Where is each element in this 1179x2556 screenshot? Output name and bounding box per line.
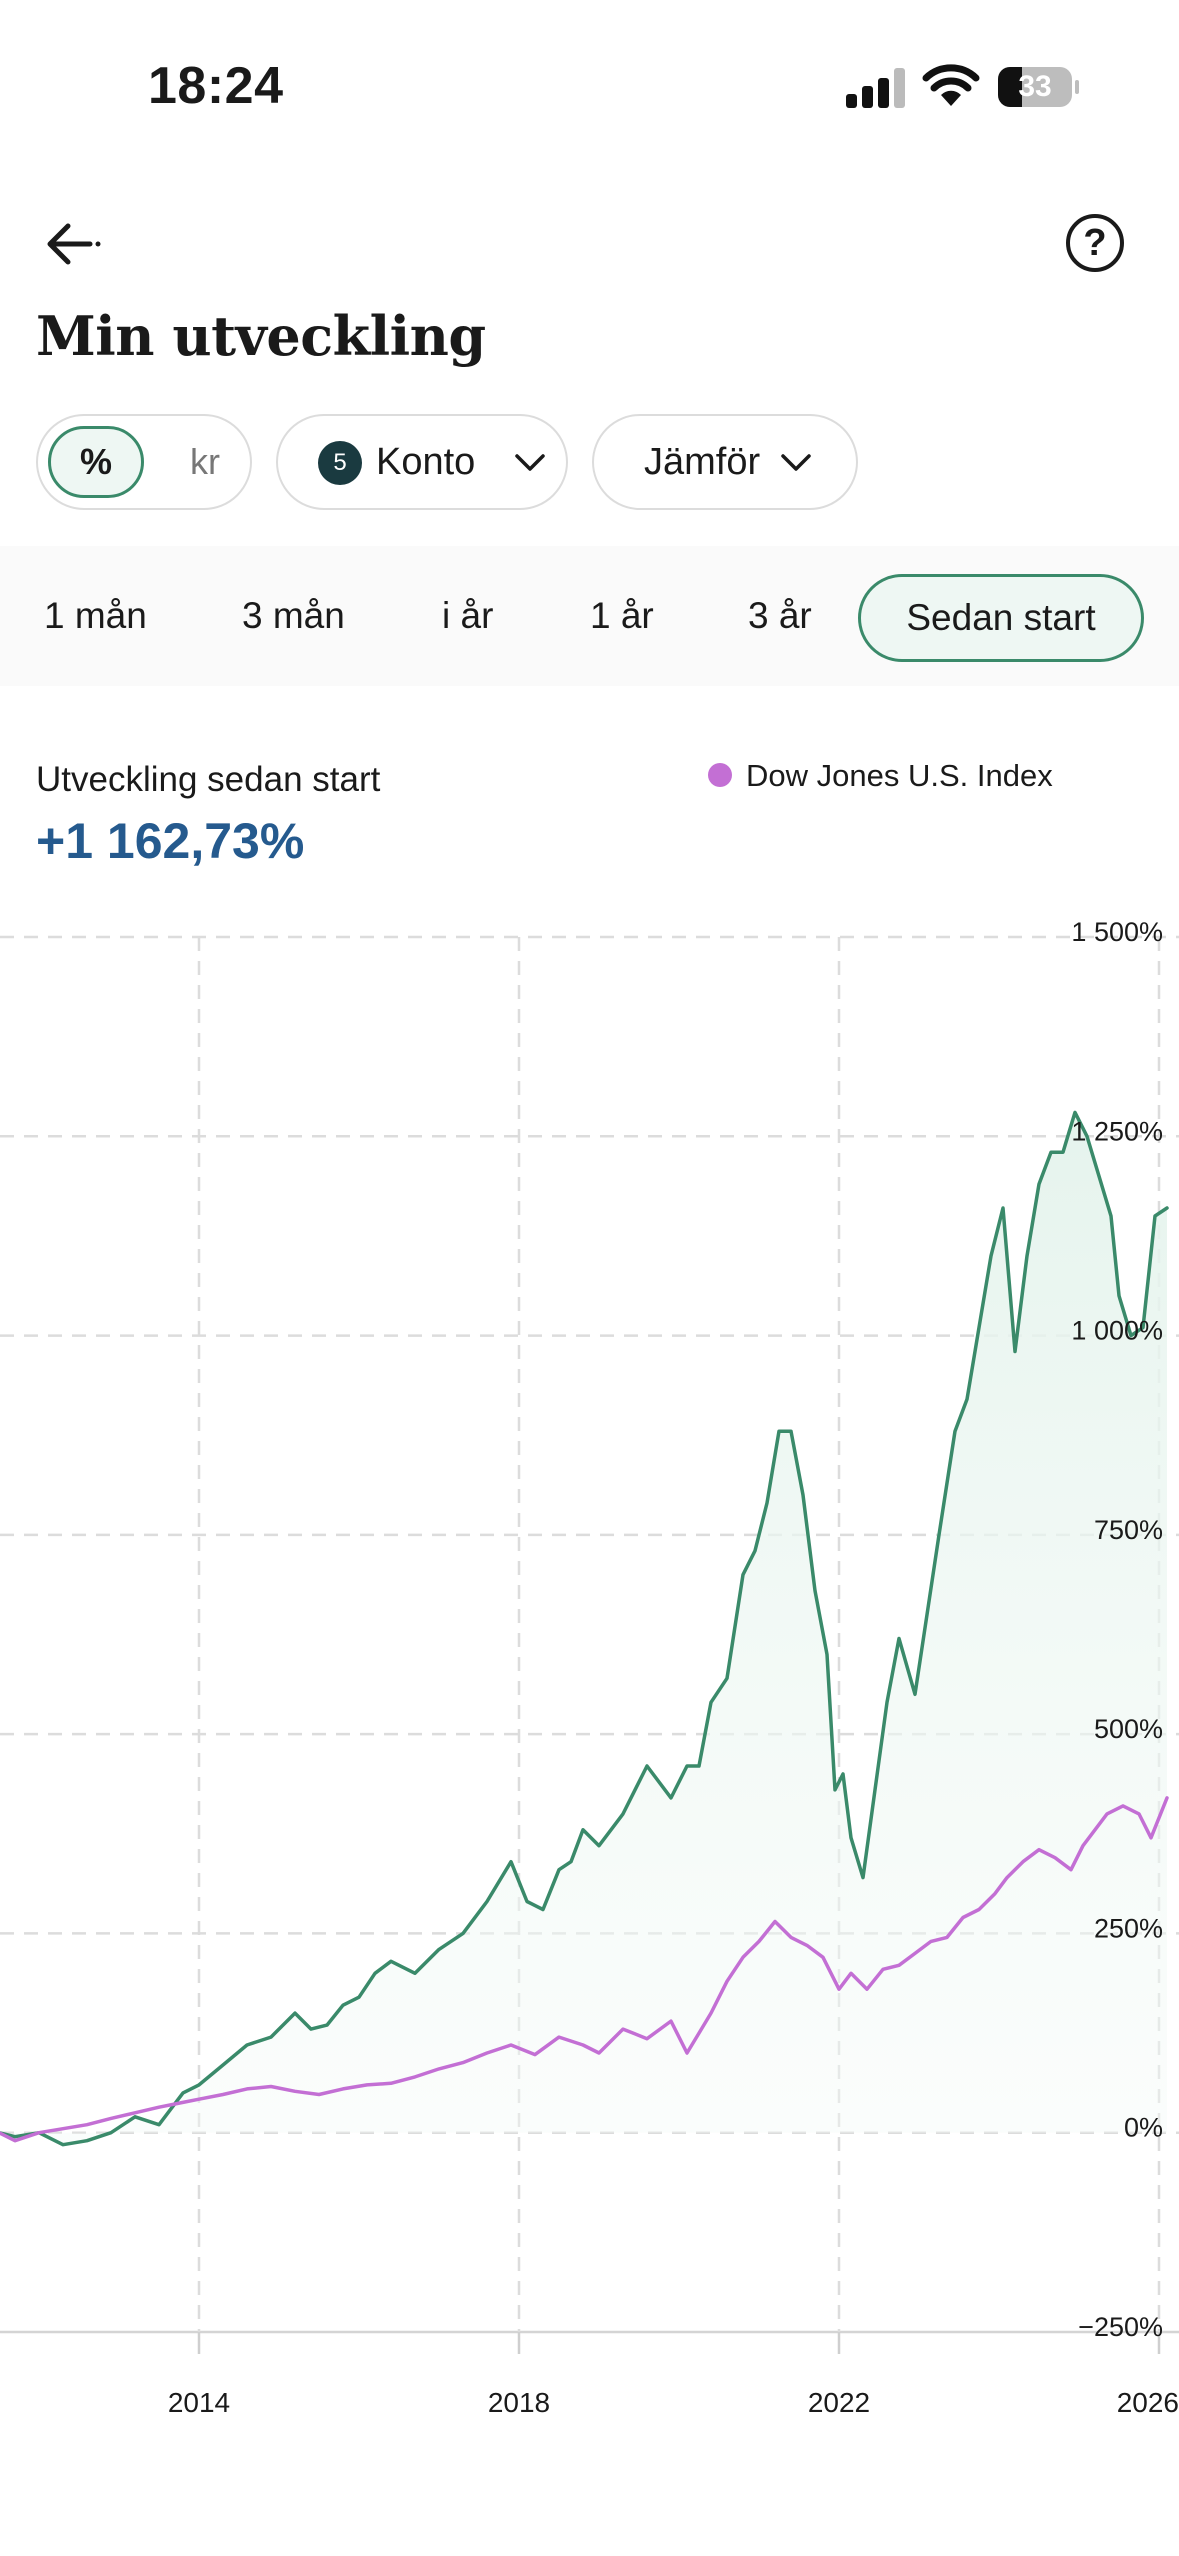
battery-icon: 33 <box>998 67 1079 107</box>
tab-1-year[interactable]: 1 år <box>590 595 654 636</box>
legend-label-index: Dow Jones U.S. Index <box>746 758 1053 793</box>
y-tick-label: 1 250% <box>1071 1116 1163 1146</box>
x-tick-label: 2014 <box>168 2387 230 2418</box>
legend-dot-index <box>708 762 732 787</box>
x-tick-label: 2018 <box>488 2387 550 2418</box>
period-tabs: 1 mån 3 mån i år 1 år 3 år Sedan start <box>0 546 1179 686</box>
cellular-signal-icon <box>846 68 906 108</box>
tab-year-to-date[interactable]: i år <box>442 595 494 636</box>
page-title: Min utveckling <box>36 304 486 368</box>
chevron-down-icon <box>515 454 545 471</box>
tab-since-start[interactable]: Sedan start <box>858 574 1144 662</box>
battery-level: 33 <box>1018 70 1052 103</box>
arrow-left-icon[interactable] <box>40 210 110 280</box>
unit-toggle[interactable]: % kr <box>36 414 252 510</box>
y-tick-label: 1 500% <box>1071 917 1163 947</box>
series-line-index <box>0 1796 1169 2143</box>
account-label: Konto <box>376 441 476 483</box>
wifi-icon <box>922 64 980 106</box>
tab-1-month[interactable]: 1 mån <box>44 595 147 636</box>
series-line-portfolio <box>0 1110 1169 2147</box>
unit-kr-button[interactable]: kr <box>190 441 220 482</box>
y-tick-label: 250% <box>1094 1913 1163 1943</box>
tab-3-years[interactable]: 3 år <box>748 595 812 636</box>
y-tick-label: 750% <box>1094 1515 1163 1545</box>
portfolio-area <box>0 1112 1167 2145</box>
status-bar: 18:24 33 <box>0 0 1179 170</box>
status-time: 18:24 <box>148 57 284 115</box>
compare-dropdown[interactable]: Jämför <box>592 414 858 510</box>
y-tick-label: 1 000% <box>1071 1316 1163 1346</box>
account-dropdown[interactable]: 5 Konto <box>276 414 568 510</box>
account-count-badge: 5 <box>318 441 362 485</box>
x-tick-label: 2022 <box>808 2387 870 2418</box>
y-tick-label: 500% <box>1094 1714 1163 1744</box>
chevron-down-icon <box>781 454 811 471</box>
summary-value: +1 162,73% <box>36 813 305 869</box>
summary-label: Utveckling sedan start <box>36 760 381 799</box>
x-tick-label: 2026 <box>1117 2387 1179 2418</box>
y-tick-label: 0% <box>1124 2113 1163 2143</box>
tab-3-months[interactable]: 3 mån <box>242 595 345 636</box>
chart-legend: Dow Jones U.S. Index <box>708 758 1053 794</box>
compare-label: Jämför <box>644 441 761 483</box>
unit-percent-button[interactable]: % <box>48 426 144 498</box>
question-circle-icon[interactable]: ? <box>1066 214 1124 272</box>
y-tick-label: −250% <box>1078 2312 1163 2342</box>
